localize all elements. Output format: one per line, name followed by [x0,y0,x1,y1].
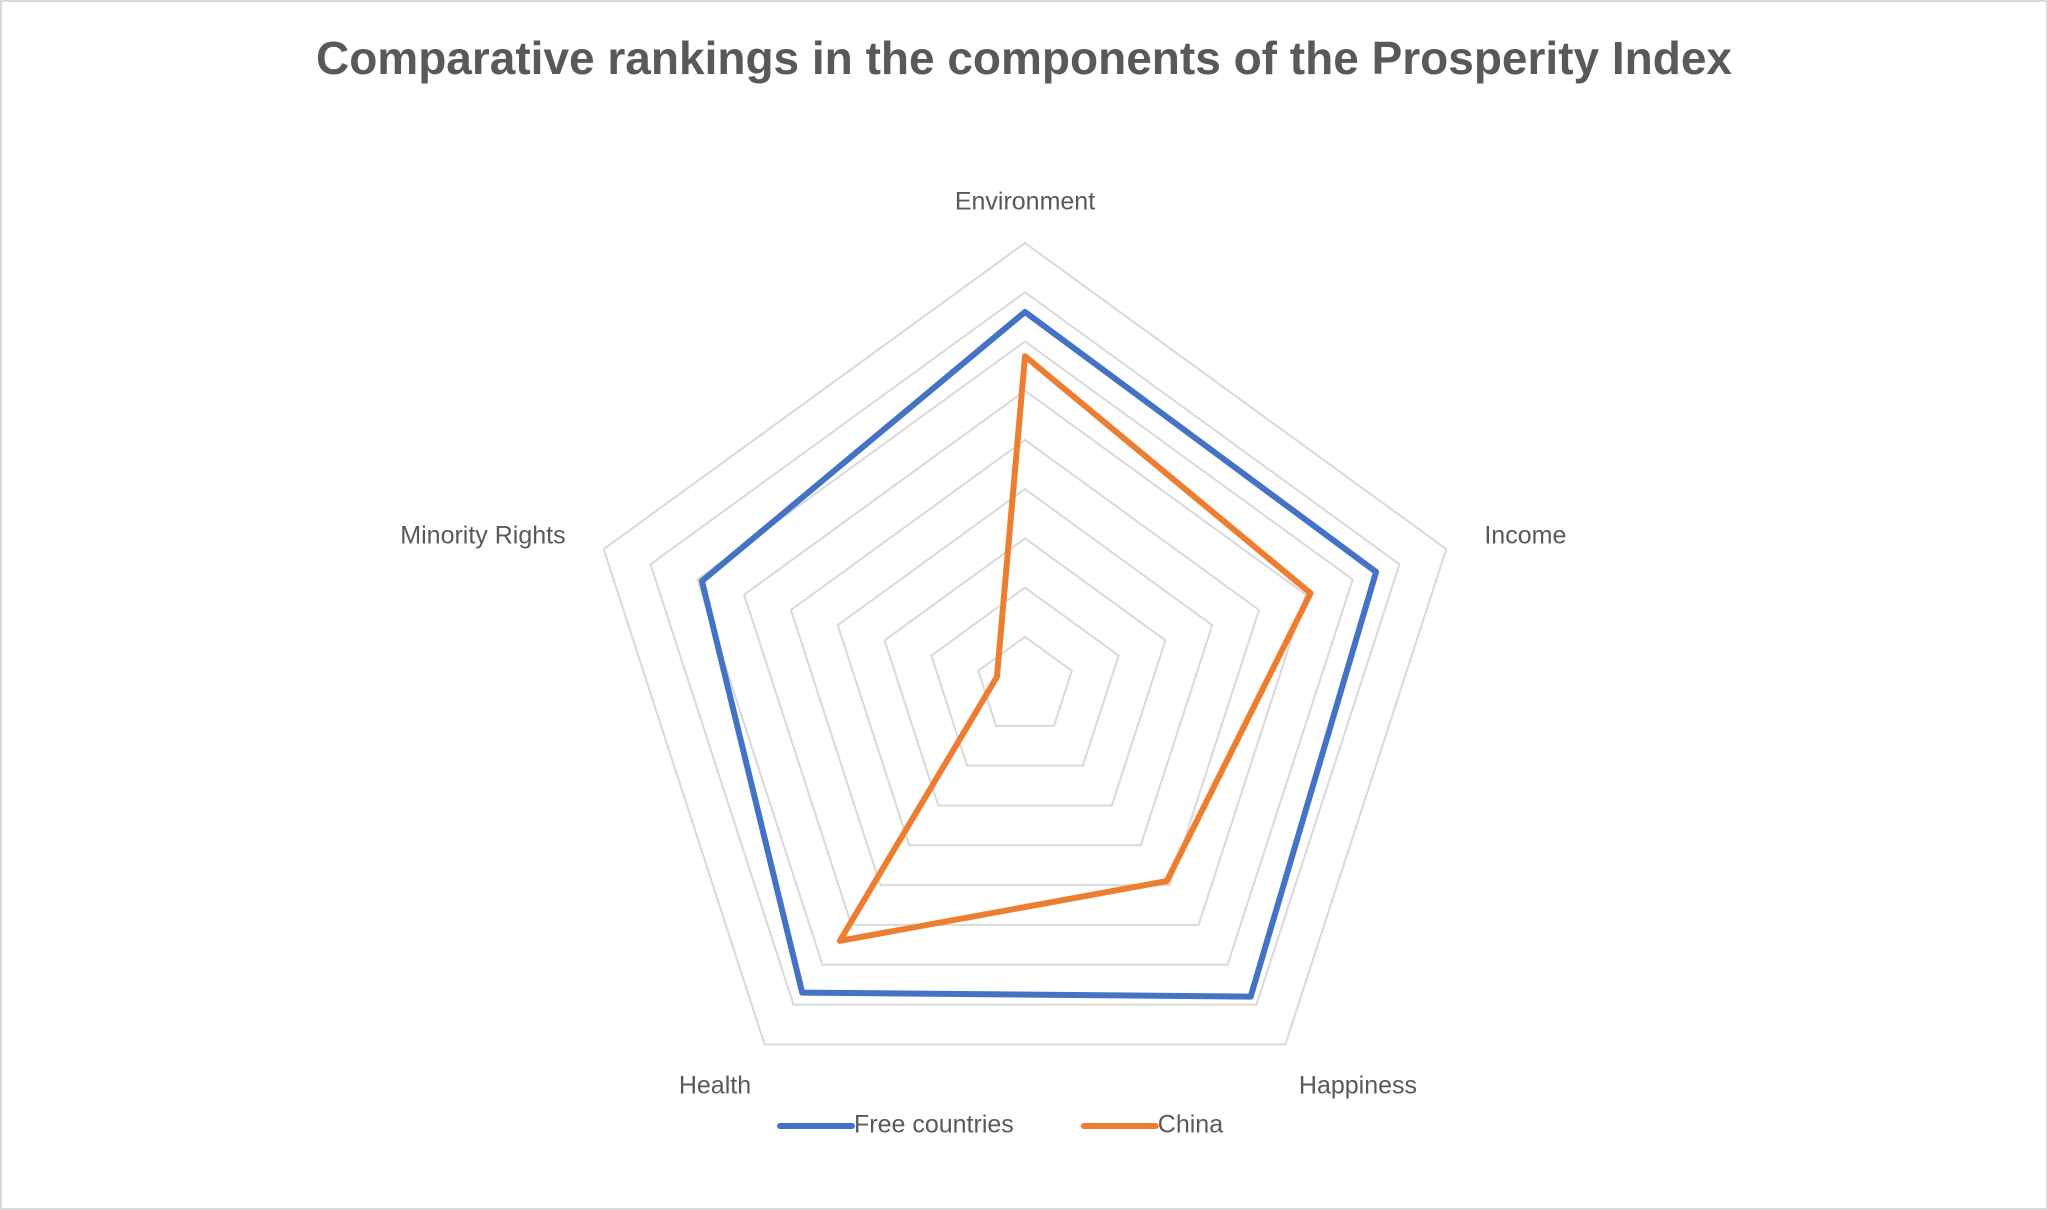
grid-ring [742,389,1308,926]
category-label: Health [679,1071,751,1099]
chart-title: Comparative rankings in the components o… [316,32,1732,84]
grid-ring [836,487,1214,847]
series-line [698,308,1380,1000]
legend-label: China [1158,1111,1223,1139]
grid-ring [649,290,1401,1006]
category-label: Happiness [1299,1071,1417,1099]
category-label: Minority Rights [400,521,565,549]
series-line [836,353,1314,944]
legend-label: Free countries [854,1111,1014,1139]
grid-ring [602,241,1448,1046]
grid-ring [930,586,1120,767]
category-label: Environment [955,188,1095,216]
grid-ring [789,438,1261,887]
category-label: Income [1484,521,1566,549]
grid-ring [883,537,1167,807]
grid-ring [977,635,1073,727]
